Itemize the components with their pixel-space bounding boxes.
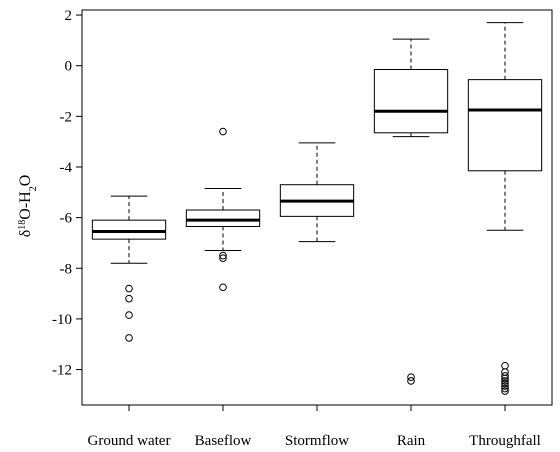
- outlier-point: [125, 334, 133, 342]
- outlier-point: [501, 377, 509, 385]
- outlier-point: [125, 311, 133, 319]
- y-tick-label: 0: [65, 59, 73, 75]
- outlier-point: [501, 382, 509, 390]
- y-axis-label-middle: O-H: [17, 191, 34, 220]
- iqr-box: [467, 79, 543, 172]
- outlier-point: [501, 372, 509, 380]
- outlier-point: [219, 127, 227, 136]
- outlier-point: [501, 374, 509, 383]
- y-tick-label: -4: [60, 160, 73, 176]
- outlier-point: [501, 379, 509, 388]
- box-group: [279, 142, 355, 243]
- iqr-box: [91, 219, 167, 240]
- y-axis-label-suffix: O: [17, 175, 34, 187]
- box-group: [185, 127, 261, 292]
- outlier-point: [501, 361, 509, 370]
- x-axis: Ground water Baseflow Stormflow Rain Through…: [88, 405, 541, 449]
- outlier-point: [407, 373, 415, 381]
- outlier-point: [219, 254, 227, 262]
- outlier-point: [219, 251, 227, 260]
- y-axis-label-subscript: 2: [28, 186, 39, 191]
- y-axis-label-prefix: δ: [17, 230, 34, 238]
- y-tick-label: 2: [65, 8, 73, 24]
- iqr-box: [373, 69, 449, 134]
- box-group: [91, 195, 167, 342]
- outlier-point: [407, 377, 415, 385]
- outlier-point: [501, 387, 509, 395]
- x-tick-label: Throughfall: [469, 433, 541, 449]
- y-tick-label: -8: [60, 261, 73, 277]
- x-tick-label: Ground water: [88, 433, 171, 449]
- outlier-point: [219, 283, 227, 292]
- outlier-point: [125, 294, 133, 303]
- outlier-point: [501, 384, 509, 393]
- x-tick-label: Rain: [397, 433, 426, 449]
- x-tick-label: Baseflow: [195, 433, 252, 449]
- box-group: [373, 38, 449, 385]
- x-tick-label: Stormflow: [285, 433, 349, 449]
- outlier-point: [125, 284, 133, 293]
- y-tick-label: -12: [52, 363, 72, 379]
- y-tick-label: -10: [52, 312, 72, 328]
- y-axis-label-superscript: 18: [17, 220, 28, 230]
- y-axis: 2 0 -2 -4 -6 -8 -10 -12: [52, 8, 82, 379]
- iqr-box: [185, 209, 261, 227]
- y-tick-label: -6: [60, 211, 73, 227]
- box-group: [467, 22, 543, 395]
- y-tick-label: -2: [60, 109, 73, 125]
- box-series: [91, 22, 543, 395]
- y-axis-label: δ18O-H2O: [17, 175, 39, 238]
